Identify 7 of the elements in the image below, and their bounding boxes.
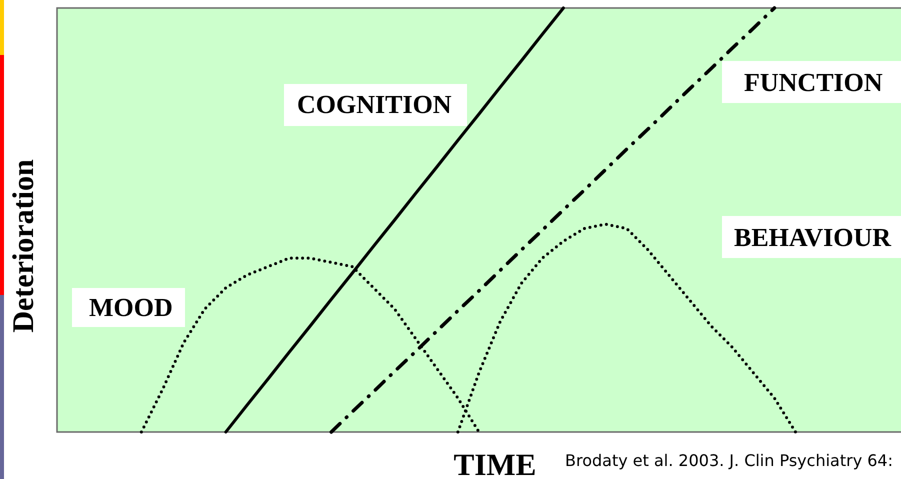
series-label: MOOD [89, 293, 173, 322]
series-label: FUNCTION [744, 68, 883, 97]
x-axis-title: TIME [454, 447, 536, 479]
text: Brodaty et al. 2003. J. Clin Psychiatry 64: [565, 451, 893, 470]
y-axis-title: Deterioration [7, 159, 40, 333]
series-label: COGNITION [297, 90, 452, 119]
text: BEHAVIOUR [734, 223, 892, 252]
